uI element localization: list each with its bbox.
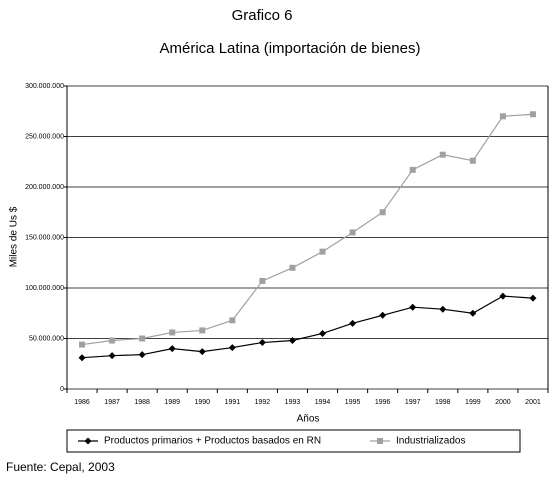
x-tick-label: 2000	[495, 399, 511, 406]
x-tick-label: 1998	[435, 399, 451, 406]
data-point	[409, 303, 417, 311]
y-tick-label: 50.000.000	[29, 335, 64, 342]
x-tick-label: 1987	[104, 399, 120, 406]
data-point	[319, 248, 326, 255]
x-tick-label: 1999	[465, 399, 481, 406]
x-tick-label: 1988	[134, 399, 150, 406]
data-point	[288, 337, 296, 345]
chart-subtitle: América Latina (importación de bienes)	[160, 40, 421, 57]
data-point	[499, 292, 507, 300]
legend-marker	[84, 437, 92, 445]
data-point	[79, 341, 86, 348]
x-tick-label: 1994	[315, 399, 331, 406]
x-tick-label: 1989	[164, 399, 180, 406]
data-point	[319, 329, 327, 337]
y-tick-label: 300.000.000	[25, 83, 64, 90]
y-tick-label: 150.000.000	[25, 234, 64, 241]
x-tick-label: 1997	[405, 399, 421, 406]
y-tick-label: 100.000.000	[25, 285, 64, 292]
x-tick-label: 1992	[255, 399, 271, 406]
x-tick-label: 1991	[225, 399, 241, 406]
x-tick-label: 1996	[375, 399, 391, 406]
legend-label: Productos primarios + Productos basados …	[104, 436, 321, 447]
data-point	[469, 309, 477, 317]
legend-box	[66, 429, 521, 453]
data-point	[379, 209, 386, 216]
x-tick-label: 1993	[285, 399, 301, 406]
data-point	[289, 264, 296, 271]
data-point	[349, 229, 356, 236]
data-point	[409, 166, 416, 173]
data-point	[259, 277, 266, 284]
x-axis-label: Años	[297, 414, 320, 425]
source-note: Fuente: Cepal, 2003	[6, 460, 115, 474]
data-point	[108, 352, 116, 360]
data-point	[198, 348, 206, 356]
data-point	[349, 319, 357, 327]
x-tick-label: 1990	[194, 399, 210, 406]
data-point	[379, 311, 387, 319]
x-tick-label: 1995	[345, 399, 361, 406]
x-tick-label: 1986	[74, 399, 90, 406]
data-point	[169, 329, 176, 336]
legend-label: Industrializados	[396, 436, 465, 447]
data-point	[199, 327, 206, 334]
data-point	[469, 157, 476, 164]
data-point	[499, 113, 506, 120]
y-tick-label: 200.000.000	[25, 184, 64, 191]
y-axis-label: Miles de Us $	[9, 206, 20, 267]
data-point	[138, 351, 146, 359]
y-tick-label: 250.000.000	[25, 133, 64, 140]
data-point	[439, 151, 446, 158]
y-tick-label: 0	[60, 386, 64, 393]
data-point	[228, 344, 236, 352]
data-point	[168, 345, 176, 353]
data-point	[109, 337, 116, 344]
data-point	[139, 335, 146, 342]
series-line	[81, 113, 534, 346]
data-point	[258, 339, 266, 347]
data-point	[529, 111, 536, 118]
legend-marker	[377, 438, 383, 444]
data-point	[529, 294, 537, 302]
data-point	[78, 354, 86, 362]
x-tick-label: 2001	[525, 399, 541, 406]
data-point	[439, 305, 447, 313]
series-line	[81, 295, 534, 359]
chart-title: Grafico 6	[232, 7, 293, 24]
data-point	[229, 317, 236, 324]
